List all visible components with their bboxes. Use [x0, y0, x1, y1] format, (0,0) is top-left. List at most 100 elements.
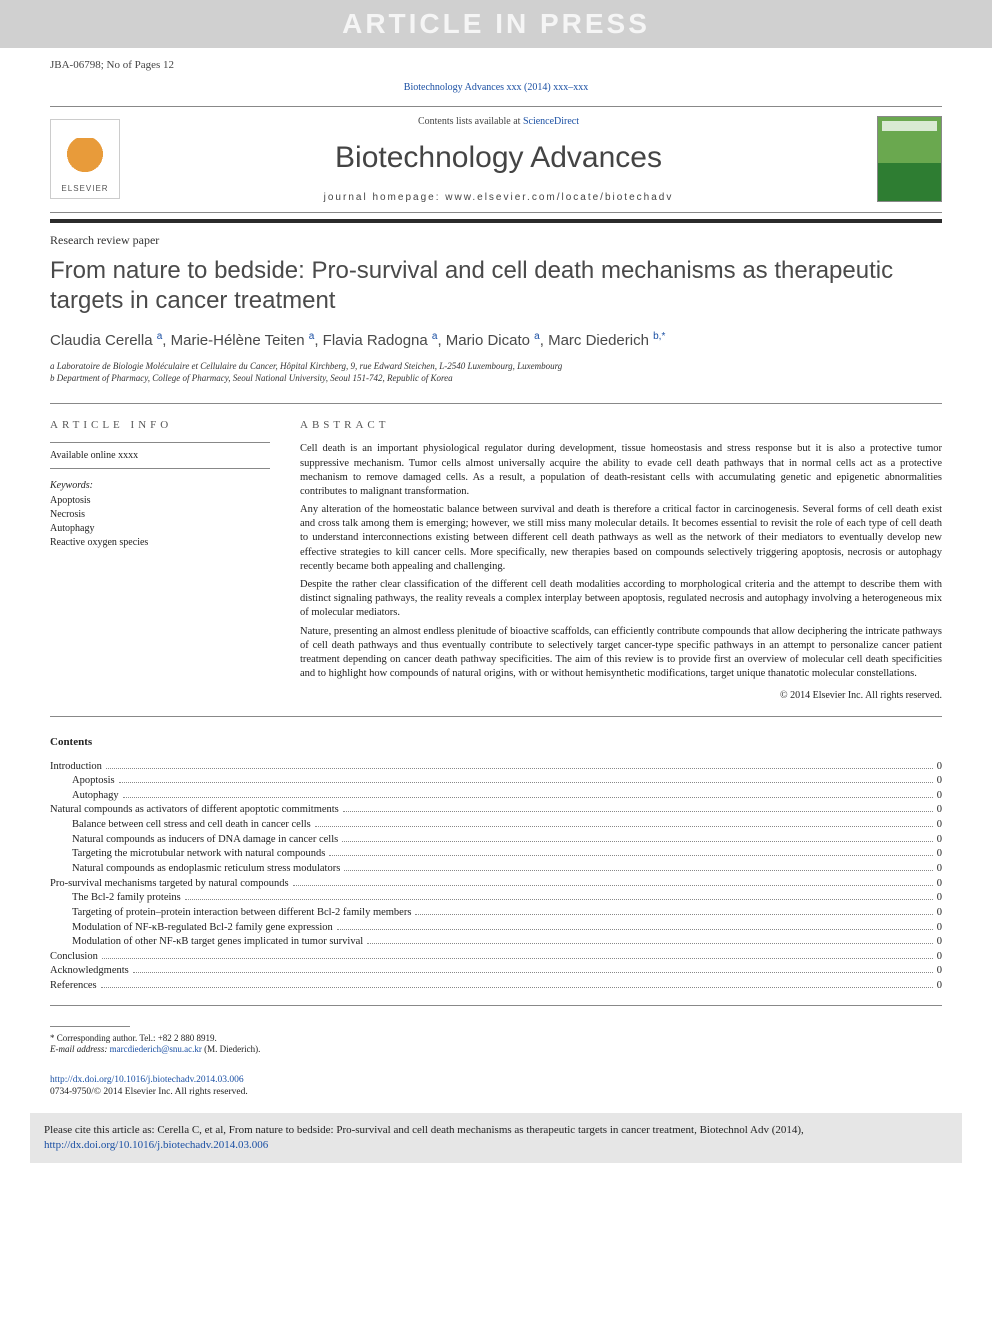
toc-leader-dots [119, 782, 933, 783]
keywords-label: Keywords: [50, 479, 270, 492]
keyword: Apoptosis [50, 494, 270, 508]
toc-leader-dots [315, 826, 933, 827]
issn-rights: 0734-9750/© 2014 Elsevier Inc. All right… [50, 1086, 942, 1098]
toc-entry[interactable]: References 0 [50, 979, 942, 993]
header-citation-link[interactable]: Biotechnology Advances xxx (2014) xxx–xx… [404, 82, 588, 93]
toc-leader-dots [343, 811, 933, 812]
affiliation: a Laboratoire de Biologie Moléculaire et… [50, 361, 942, 373]
toc-entry[interactable]: Natural compounds as activators of diffe… [50, 803, 942, 817]
rule-thin [50, 1005, 942, 1006]
elsevier-tree-icon [65, 138, 105, 184]
toc-entry[interactable]: Modulation of other NF-κB target genes i… [50, 935, 942, 949]
toc-leader-dots [367, 943, 933, 944]
abstract-paragraph: Any alteration of the homeostatic balanc… [300, 503, 942, 574]
toc-label: Balance between cell stress and cell dea… [72, 818, 311, 832]
keyword: Reactive oxygen species [50, 536, 270, 550]
journal-homepage: journal homepage: www.elsevier.com/locat… [136, 191, 861, 204]
table-of-contents: Introduction0Apoptosis0Autophagy0Natural… [50, 760, 942, 993]
email-suffix: (M. Diederich). [202, 1044, 260, 1054]
toc-label: Pro-survival mechanisms targeted by natu… [50, 877, 289, 891]
toc-page: 0 [937, 862, 942, 876]
toc-page: 0 [937, 803, 942, 817]
toc-page: 0 [937, 950, 942, 964]
toc-entry[interactable]: Balance between cell stress and cell dea… [50, 818, 942, 832]
toc-label: Natural compounds as inducers of DNA dam… [72, 833, 338, 847]
article-title: From nature to bedside: Pro-survival and… [50, 256, 942, 316]
toc-label: Targeting the microtubular network with … [72, 847, 325, 861]
toc-leader-dots [106, 768, 933, 769]
keyword: Autophagy [50, 522, 270, 536]
toc-entry[interactable]: Natural compounds as endoplasmic reticul… [50, 862, 942, 876]
toc-label: Autophagy [72, 789, 119, 803]
sciencedirect-link[interactable]: ScienceDirect [523, 116, 579, 127]
journal-cover-thumbnail [877, 116, 942, 202]
toc-entry[interactable]: Conclusion 0 [50, 950, 942, 964]
toc-page: 0 [937, 891, 942, 905]
toc-entry[interactable]: Targeting of protein–protein interaction… [50, 906, 942, 920]
keyword: Necrosis [50, 508, 270, 522]
toc-leader-dots [102, 958, 933, 959]
doi-link[interactable]: http://dx.doi.org/10.1016/j.biotechadv.2… [50, 1074, 942, 1086]
toc-entry[interactable]: Autophagy 0 [50, 789, 942, 803]
toc-entry[interactable]: Apoptosis 0 [50, 774, 942, 788]
toc-page: 0 [937, 877, 942, 891]
toc-label: Acknowledgments [50, 964, 129, 978]
citation-box: Please cite this article as: Cerella C, … [30, 1113, 962, 1163]
article-info-heading: ARTICLE INFO [50, 418, 270, 432]
toc-label: Targeting of protein–protein interaction… [72, 906, 411, 920]
abstract-paragraph: Cell death is an important physiological… [300, 442, 942, 499]
publisher-logo: ELSEVIER [50, 119, 120, 199]
toc-entry[interactable]: Natural compounds as inducers of DNA dam… [50, 833, 942, 847]
toc-page: 0 [937, 935, 942, 949]
journal-name: Biotechnology Advances [136, 138, 861, 177]
toc-label: Modulation of NF-κB-regulated Bcl-2 fami… [72, 921, 333, 935]
toc-leader-dots [101, 987, 933, 988]
toc-label: Modulation of other NF-κB target genes i… [72, 935, 363, 949]
toc-leader-dots [133, 972, 933, 973]
toc-entry[interactable]: The Bcl-2 family proteins 0 [50, 891, 942, 905]
toc-page: 0 [937, 789, 942, 803]
abstract-copyright: © 2014 Elsevier Inc. All rights reserved… [300, 689, 942, 702]
toc-page: 0 [937, 906, 942, 920]
toc-label: The Bcl-2 family proteins [72, 891, 181, 905]
toc-page: 0 [937, 979, 942, 993]
toc-entry[interactable]: Targeting the microtubular network with … [50, 847, 942, 861]
toc-entry[interactable]: Pro-survival mechanisms targeted by natu… [50, 877, 942, 891]
toc-label: Apoptosis [72, 774, 115, 788]
toc-label: Introduction [50, 760, 102, 774]
abstract-heading: ABSTRACT [300, 418, 942, 432]
toc-leader-dots [123, 797, 933, 798]
toc-page: 0 [937, 847, 942, 861]
citation-doi-link[interactable]: http://dx.doi.org/10.1016/j.biotechadv.2… [44, 1139, 268, 1151]
corresponding-author-note: * Corresponding author. Tel.: +82 2 880 … [50, 1033, 942, 1045]
toc-leader-dots [293, 885, 933, 886]
toc-label: Natural compounds as activators of diffe… [50, 803, 339, 817]
footnote-separator [50, 1026, 130, 1027]
toc-label: References [50, 979, 97, 993]
toc-page: 0 [937, 774, 942, 788]
abstract-paragraph: Nature, presenting an almost endless ple… [300, 625, 942, 682]
article-type: Research review paper [50, 233, 942, 249]
scidir-prefix: Contents lists available at [418, 116, 523, 127]
contents-heading: Contents [50, 735, 942, 749]
toc-leader-dots [344, 870, 932, 871]
journal-masthead: ELSEVIER Contents lists available at Sci… [50, 106, 942, 213]
abstract-paragraph: Despite the rather clear classification … [300, 578, 942, 621]
toc-entry[interactable]: Introduction 0 [50, 760, 942, 774]
toc-leader-dots [185, 899, 933, 900]
toc-page: 0 [937, 818, 942, 832]
toc-page: 0 [937, 921, 942, 935]
toc-leader-dots [337, 929, 933, 930]
toc-page: 0 [937, 760, 942, 774]
toc-leader-dots [415, 914, 932, 915]
publisher-logo-text: ELSEVIER [61, 184, 108, 194]
author-email-link[interactable]: marcdiederich@snu.ac.kr [110, 1044, 202, 1054]
author-list: Claudia Cerella a, Marie-Hélène Teiten a… [50, 330, 942, 351]
toc-leader-dots [342, 841, 933, 842]
available-online: Available online xxxx [50, 449, 270, 462]
toc-label: Conclusion [50, 950, 98, 964]
toc-entry[interactable]: Acknowledgments0 [50, 964, 942, 978]
toc-entry[interactable]: Modulation of NF-κB-regulated Bcl-2 fami… [50, 921, 942, 935]
toc-page: 0 [937, 833, 942, 847]
in-press-banner: ARTICLE IN PRESS [0, 0, 992, 48]
